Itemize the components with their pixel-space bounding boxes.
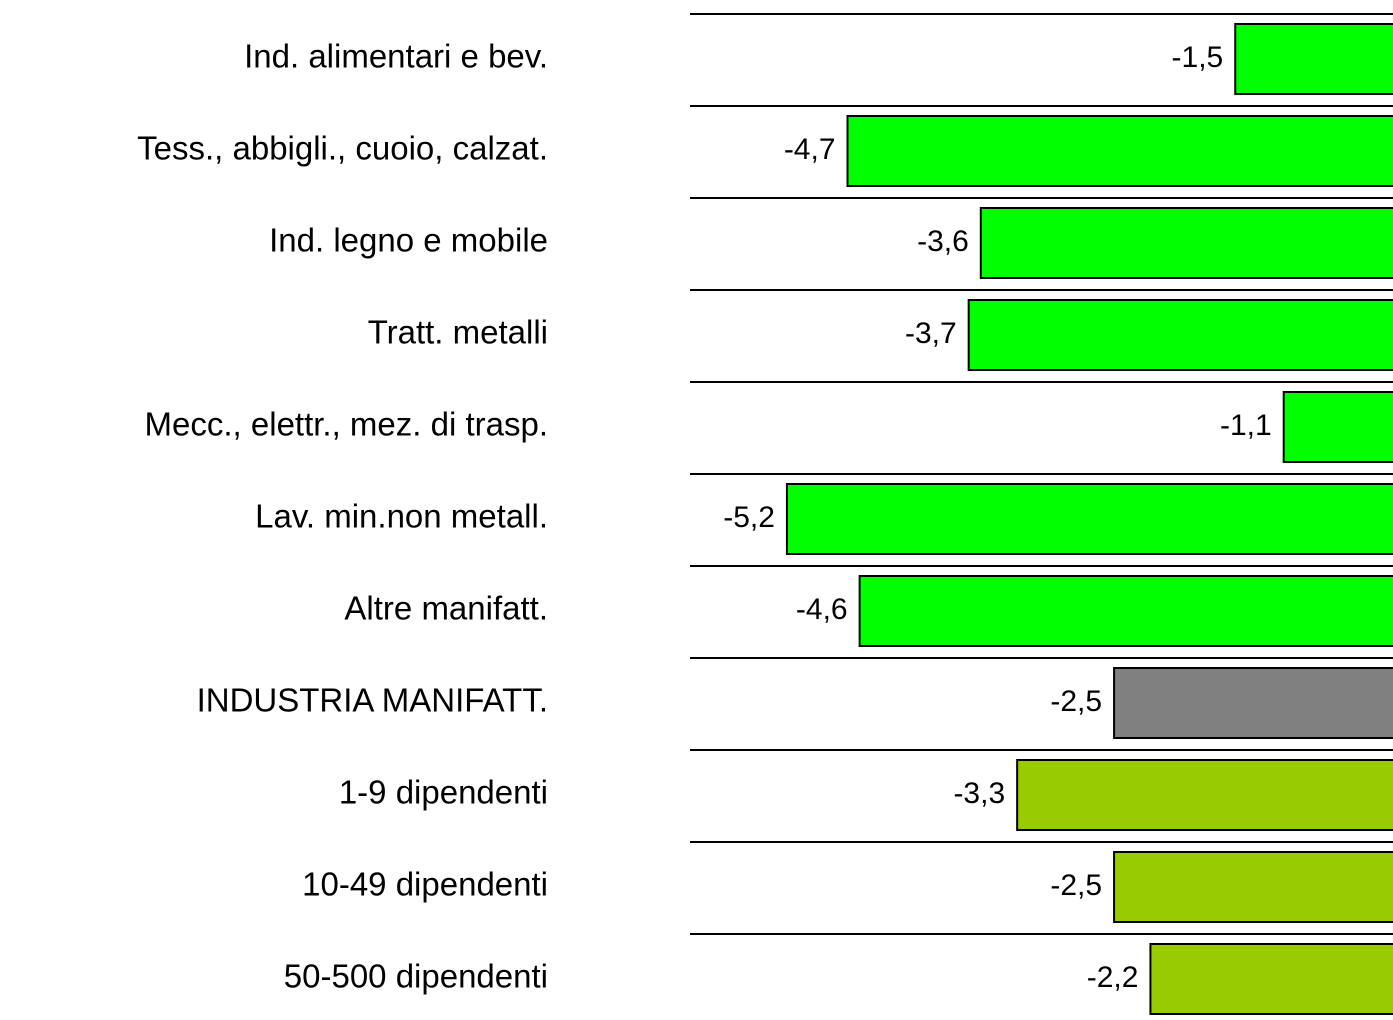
category-label: Ind. alimentari e bev.	[244, 38, 548, 75]
value-label: -3,6	[917, 225, 969, 258]
category-label: 1-9 dipendenti	[339, 774, 548, 811]
bar	[846, 115, 1393, 187]
category-label: Lav. min.non metall.	[255, 498, 548, 535]
value-label: -4,7	[784, 133, 836, 166]
bar	[979, 207, 1393, 279]
value-label: -2,2	[1087, 961, 1139, 994]
category-label: Tess., abbigli., cuoio, calzat.	[137, 130, 548, 167]
bar	[1234, 23, 1393, 95]
value-label: -4,6	[796, 593, 848, 626]
category-label: 10-49 dipendenti	[302, 866, 548, 903]
category-label: Mecc., elettr., mez. di trasp.	[145, 406, 548, 443]
value-label: -1,1	[1220, 409, 1272, 442]
value-label: -2,5	[1050, 685, 1102, 718]
category-label: Ind. legno e mobile	[269, 222, 548, 259]
bar	[967, 299, 1393, 371]
bar	[1282, 391, 1393, 463]
bar	[1113, 667, 1393, 739]
bar	[1149, 943, 1393, 1015]
bar	[785, 483, 1393, 555]
value-label: -2,5	[1050, 869, 1102, 902]
bar	[858, 575, 1393, 647]
value-label: -5,2	[723, 501, 775, 534]
category-label: Tratt. metalli	[368, 314, 548, 351]
value-label: -3,3	[953, 777, 1005, 810]
value-label: -1,5	[1172, 41, 1224, 74]
category-label: INDUSTRIA MANIFATT.	[197, 682, 548, 719]
category-label: 50-500 dipendenti	[284, 958, 548, 995]
value-label: -3,7	[905, 317, 957, 350]
bar	[1016, 759, 1393, 831]
category-label: Altre manifatt.	[344, 590, 548, 627]
bar	[1113, 851, 1393, 923]
